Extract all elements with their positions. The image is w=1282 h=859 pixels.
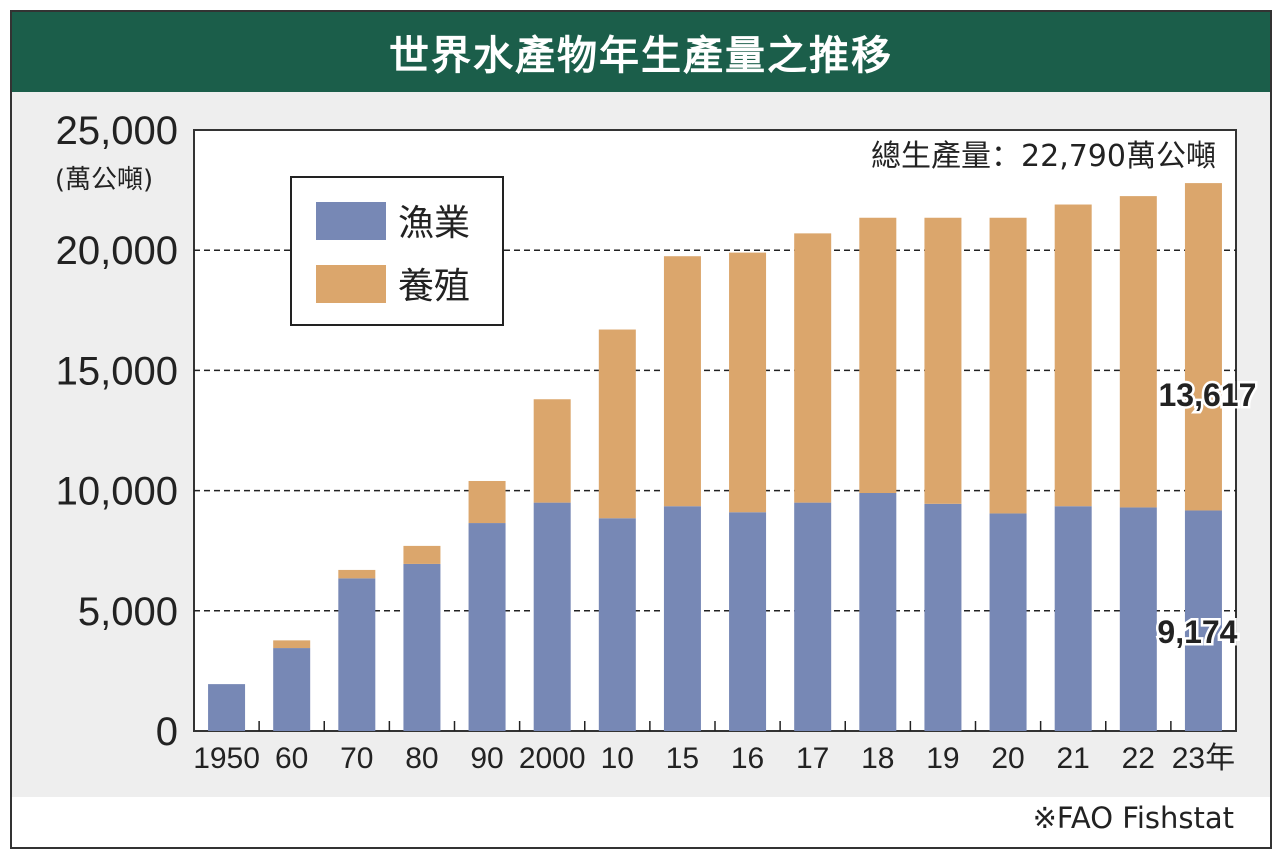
bar-fishery (208, 684, 246, 731)
bar-aquaculture (1184, 183, 1222, 511)
y-tick-label: 0 (156, 710, 178, 754)
x-tick-label: 21 (1057, 742, 1090, 775)
y-tick-label: 20,000 (56, 229, 178, 273)
bar-fishery (468, 523, 506, 731)
bar-aquaculture (1054, 204, 1092, 507)
bar-fishery (729, 512, 767, 731)
x-tick-label: 90 (470, 742, 503, 775)
y-tick-label: 25,000 (56, 109, 178, 153)
bar-aquaculture (273, 640, 311, 649)
x-tick-label: 23年 (1172, 742, 1235, 775)
aquaculture-value-label: 13,617 (1159, 377, 1257, 413)
x-tick-label: 10 (601, 742, 634, 775)
x-tick-label: 1950 (193, 742, 260, 775)
bar-fishery (924, 503, 962, 731)
bar-aquaculture (533, 399, 571, 503)
bar-fishery (533, 502, 571, 731)
bar-fishery (598, 518, 636, 731)
bar-aquaculture (1119, 196, 1157, 508)
legend-label-aquaculture: 養殖 (398, 266, 470, 307)
legend-swatch-fishery (316, 202, 386, 240)
bar-aquaculture (598, 329, 636, 519)
bar-fishery (273, 648, 311, 731)
bar-aquaculture (468, 480, 506, 524)
bar-fishery (1054, 506, 1092, 731)
bar-fishery (1119, 507, 1157, 731)
x-tick-label: 18 (861, 742, 894, 775)
x-tick-label: 2000 (519, 742, 586, 775)
chart-title: 世界水產物年生產量之推移 (12, 12, 1270, 92)
bar-fishery (794, 502, 832, 731)
bar-aquaculture (403, 545, 441, 564)
bar-fishery (989, 513, 1027, 731)
x-tick-label: 60 (275, 742, 308, 775)
bar-fishery (663, 506, 701, 731)
bar-aquaculture (924, 217, 962, 504)
bar-fishery (859, 493, 897, 731)
legend-swatch-aquaculture (316, 265, 386, 303)
bar-fishery (1184, 510, 1222, 731)
bar-aquaculture (338, 569, 376, 579)
x-tick-label: 80 (405, 742, 438, 775)
y-axis-unit: (萬公噸) (55, 165, 153, 195)
y-tick-label: 15,000 (56, 349, 178, 393)
x-tick-label: 22 (1122, 742, 1155, 775)
total-annotation: 總生產量：22,790萬公噸 (871, 139, 1216, 174)
source-note: ※FAO Fishstat (1032, 801, 1234, 835)
bar-aquaculture (794, 233, 832, 503)
x-tick-label: 20 (991, 742, 1024, 775)
fishery-value-label: 9,174 (1157, 614, 1237, 650)
x-tick-label: 17 (796, 742, 829, 775)
bar-aquaculture (663, 256, 701, 507)
y-tick-label: 10,000 (56, 470, 178, 514)
bar-fishery (403, 563, 441, 731)
y-tick-label: 5,000 (78, 590, 178, 634)
legend-label-fishery: 漁業 (398, 203, 470, 244)
bar-fishery (338, 578, 376, 731)
bar-aquaculture (989, 217, 1027, 514)
x-tick-label: 15 (666, 742, 699, 775)
bar-aquaculture (859, 217, 897, 494)
x-tick-label: 70 (340, 742, 373, 775)
x-tick-label: 16 (731, 742, 764, 775)
x-tick-label: 19 (926, 742, 959, 775)
bar-aquaculture (729, 252, 767, 513)
